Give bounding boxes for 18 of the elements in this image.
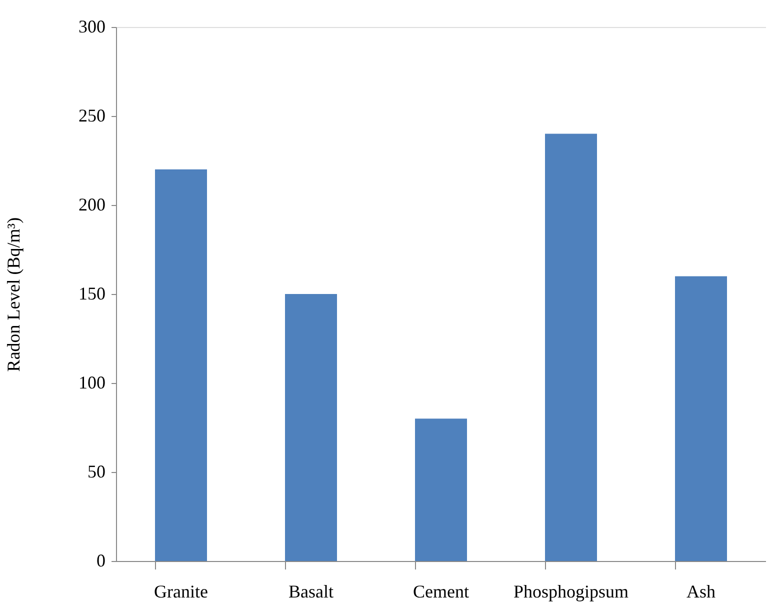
bar bbox=[285, 294, 337, 561]
y-tick-label: 100 bbox=[78, 372, 106, 392]
x-tick-label: Granite bbox=[154, 582, 208, 602]
y-tick-label: 250 bbox=[78, 106, 106, 126]
x-tick-label: Basalt bbox=[288, 582, 334, 602]
x-tick-label: Cement bbox=[413, 582, 469, 602]
bar bbox=[675, 276, 727, 561]
y-tick-label: 200 bbox=[78, 194, 106, 214]
y-tick-label: 150 bbox=[78, 284, 106, 304]
y-tick-label: 0 bbox=[96, 550, 106, 570]
x-tick-label: Phosphogipsum bbox=[513, 582, 629, 602]
bar bbox=[545, 134, 597, 561]
y-tick-label: 50 bbox=[88, 462, 106, 482]
y-tick-label: 300 bbox=[78, 16, 106, 36]
x-tick-label: Ash bbox=[686, 582, 716, 602]
y-axis-title: Radon Level (Bq/m³) bbox=[4, 217, 24, 372]
bar bbox=[155, 169, 207, 561]
bar bbox=[415, 418, 467, 561]
